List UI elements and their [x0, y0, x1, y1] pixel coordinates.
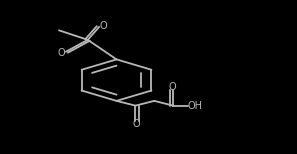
Text: O: O	[99, 21, 107, 31]
Text: O: O	[57, 48, 65, 58]
Text: O: O	[169, 82, 176, 92]
Text: OH: OH	[187, 101, 203, 111]
Text: O: O	[132, 119, 140, 129]
